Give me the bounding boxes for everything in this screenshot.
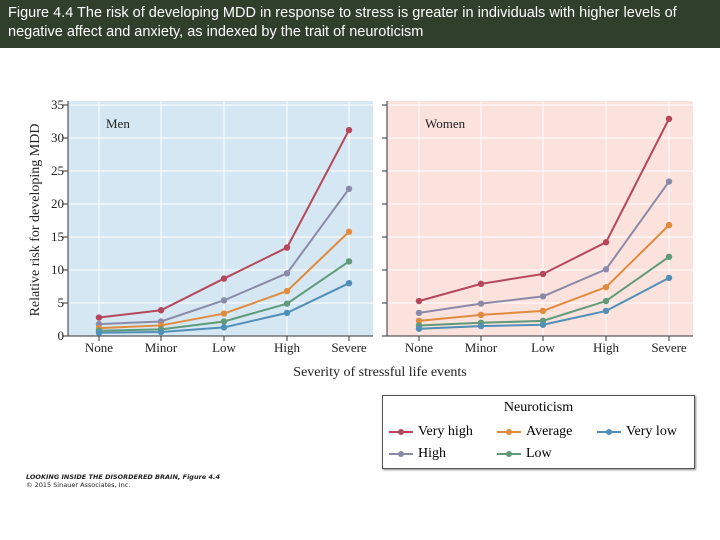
x-axis-label: Severity of stressful life events [293, 365, 466, 380]
x-tick-label: Minor [465, 340, 498, 355]
data-point [220, 297, 228, 304]
data-point [477, 311, 485, 319]
data-point [283, 270, 291, 277]
legend-marker [389, 429, 413, 435]
y-tick-label: 20 [51, 196, 64, 211]
data-point [602, 239, 610, 246]
data-point [539, 293, 547, 300]
data-point [602, 283, 610, 291]
credit: LOOKING INSIDE THE DISORDERED BRAIN, Fig… [26, 473, 220, 489]
data-point [602, 307, 610, 315]
legend-item: High [389, 446, 446, 462]
data-point [220, 275, 228, 282]
y-tick-label: 10 [51, 262, 64, 277]
data-point [415, 297, 423, 305]
legend-label: Very low [626, 424, 677, 439]
data-point [477, 322, 485, 330]
credit-title: LOOKING INSIDE THE DISORDERED BRAIN, Fig… [26, 473, 220, 481]
data-point [157, 307, 165, 314]
data-point [665, 274, 673, 282]
data-point [665, 221, 673, 229]
legend-item: Very low [597, 424, 677, 440]
data-point [95, 329, 103, 336]
legend-item: Low [497, 446, 552, 462]
data-point [283, 244, 291, 251]
data-point [220, 310, 228, 317]
legend-marker [597, 429, 621, 435]
data-point [345, 228, 353, 235]
data-point [345, 258, 353, 265]
legend-marker [497, 451, 521, 457]
y-tick-label: 0 [58, 328, 65, 343]
legend-label: Low [526, 446, 552, 461]
data-point [345, 126, 353, 134]
data-point [539, 307, 547, 315]
x-tick-label: Minor [145, 340, 178, 355]
y-axis-label: Relative risk for developing MDD [28, 124, 43, 317]
data-point [477, 300, 485, 307]
legend-item: Very high [389, 424, 473, 440]
x-tick-label: Low [531, 340, 555, 355]
data-point [283, 309, 291, 317]
legend-marker [497, 429, 521, 435]
y-tick-label: 30 [51, 130, 64, 145]
y-tick-label: 35 [51, 97, 64, 112]
data-point [665, 115, 673, 123]
data-point [220, 318, 228, 325]
x-tick-label: High [274, 340, 301, 355]
x-tick-label: None [85, 340, 113, 355]
data-point [415, 317, 423, 325]
copyright: © 2015 Sinauer Associates, Inc. [26, 481, 131, 489]
data-point [602, 297, 610, 305]
data-point [345, 280, 353, 287]
x-tick-label: Severe [651, 340, 687, 355]
x-tick-label: None [405, 340, 433, 355]
data-point [539, 321, 547, 328]
panel-title: Women [425, 116, 466, 131]
data-point [220, 324, 228, 331]
data-point [345, 185, 353, 193]
data-point [477, 280, 485, 288]
x-tick-label: Low [212, 340, 236, 355]
y-tick-label: 15 [51, 229, 64, 244]
legend-label: High [418, 446, 446, 461]
data-point [665, 253, 673, 260]
legend-label: Very high [418, 424, 473, 439]
data-point [283, 300, 291, 307]
legend-marker [389, 451, 413, 457]
data-point [415, 309, 423, 317]
y-tick-label: 25 [51, 163, 64, 178]
data-point [415, 325, 423, 332]
data-point [95, 314, 103, 321]
legend: Neuroticism Very high High Average Low Very … [382, 395, 695, 469]
figure-caption: Figure 4.4 The risk of developing MDD in… [0, 0, 720, 48]
data-point [283, 287, 291, 295]
data-point [539, 270, 547, 278]
panel-title: Men [106, 116, 130, 131]
legend-title: Neuroticism [503, 400, 574, 415]
panel-background [387, 101, 693, 336]
x-tick-label: Severe [331, 340, 367, 355]
data-point [665, 178, 673, 185]
data-point [157, 328, 165, 336]
legend-label: Average [526, 424, 573, 439]
x-tick-label: High [593, 340, 620, 355]
data-point [602, 266, 610, 273]
legend-item: Average [497, 424, 572, 440]
y-tick-label: 5 [58, 295, 65, 310]
